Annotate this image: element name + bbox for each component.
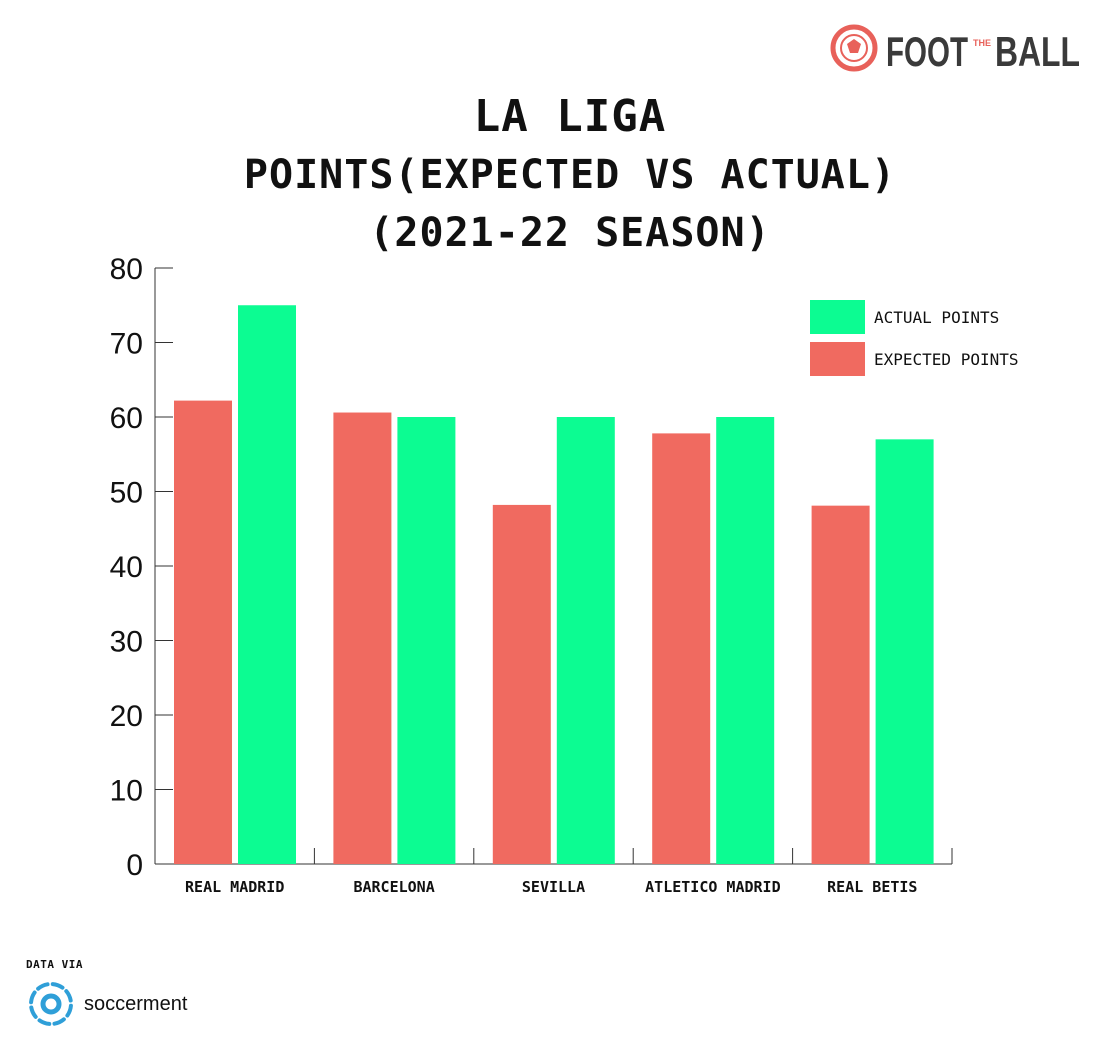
x-tick-label: REAL MADRID	[185, 878, 284, 896]
bar-actual	[875, 439, 934, 864]
bar-expected	[174, 400, 232, 864]
data-source-name: soccerment	[84, 992, 188, 1015]
bar-expected	[492, 504, 551, 864]
bar-actual	[238, 305, 296, 864]
y-tick-label: 20	[110, 700, 143, 733]
y-tick-label: 30	[110, 626, 143, 659]
y-tick-label: 60	[110, 402, 143, 435]
x-tick-label: REAL BETIS	[827, 878, 917, 896]
y-tick-label: 10	[110, 775, 143, 808]
chart-title-line-3: (2021-22 SEASON)	[369, 210, 771, 256]
x-tick-label: BARCELONA	[353, 878, 434, 896]
y-tick-label: 0	[126, 849, 143, 882]
data-via-label: DATA VIA	[26, 958, 83, 971]
x-tick-label: ATLETICO MADRID	[645, 878, 780, 896]
y-tick-label: 70	[110, 328, 143, 361]
bar-expected	[333, 412, 392, 864]
legend-swatch	[810, 342, 865, 376]
legend-label: EXPECTED POINTS	[874, 350, 1019, 369]
legend-label: ACTUAL POINTS	[874, 308, 999, 327]
y-tick-label: 50	[110, 477, 143, 510]
soccerment-logo-icon	[29, 982, 73, 1026]
brand-text-ball: BALL	[995, 28, 1080, 75]
footheball-logo: FOOT THE BALL	[830, 24, 1080, 75]
y-tick-label: 40	[110, 551, 143, 584]
bar-actual	[716, 417, 775, 864]
chart-title-line-2: POINTS(EXPECTED VS ACTUAL)	[243, 152, 897, 198]
legend: ACTUAL POINTS EXPECTED POINTS	[810, 300, 1019, 376]
bar-actual	[556, 417, 615, 864]
chart-title-line-1: LA LIGA	[473, 91, 667, 142]
bar-actual	[397, 417, 456, 864]
bars	[174, 305, 934, 864]
data-credit: DATA VIA soccerment	[26, 958, 187, 1029]
x-tick-label: SEVILLA	[522, 878, 585, 896]
chart-title: LA LIGA POINTS(EXPECTED VS ACTUAL) (2021…	[180, 88, 960, 262]
bar-expected	[811, 505, 870, 864]
y-tick-label: 80	[110, 253, 143, 286]
brand-text-foot: FOOT	[886, 28, 968, 75]
brand-text-the: THE	[973, 38, 991, 48]
legend-swatch	[810, 300, 865, 334]
bar-expected	[652, 433, 711, 864]
y-axis: 0 10 20 30 40 50 60 70 80	[110, 253, 173, 882]
football-icon	[830, 24, 878, 72]
